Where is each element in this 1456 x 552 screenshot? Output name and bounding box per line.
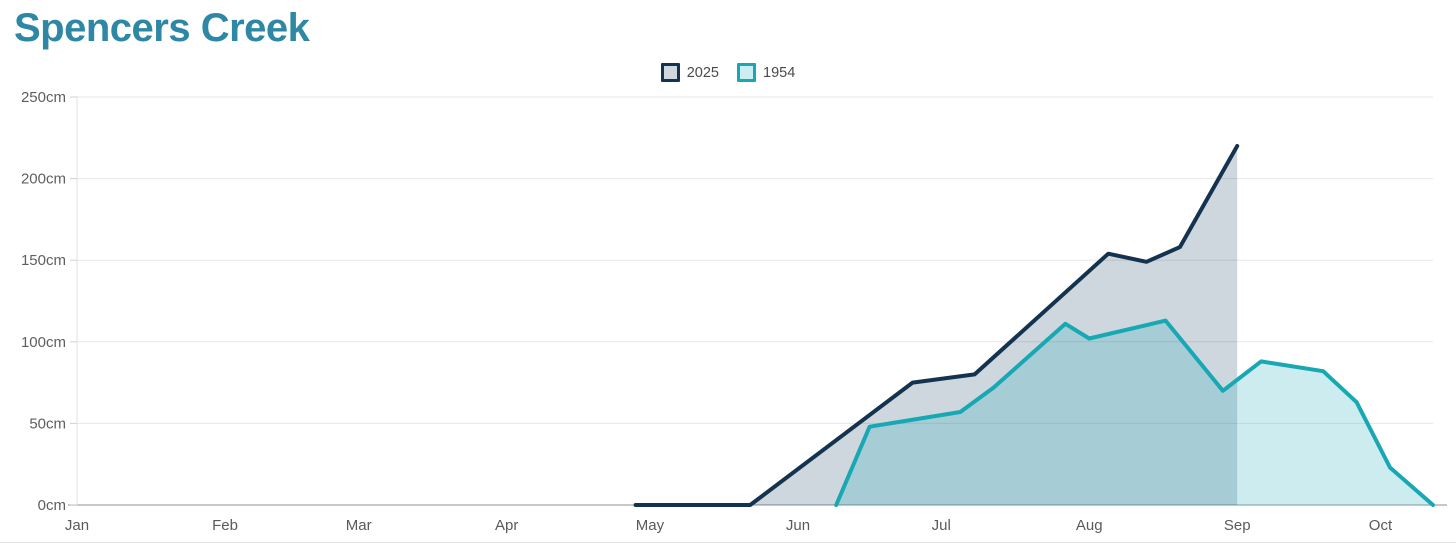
legend-item-1954[interactable]: 1954 xyxy=(737,63,795,82)
x-axis-label: Jan xyxy=(65,517,89,534)
y-axis-label: 50cm xyxy=(29,415,66,432)
y-axis-label: 100cm xyxy=(21,334,66,351)
x-axis-label: Oct xyxy=(1369,517,1393,534)
legend-label-1954: 1954 xyxy=(763,64,796,81)
y-axis-label: 200cm xyxy=(21,171,66,188)
x-axis-label: May xyxy=(636,517,665,534)
line-2025 xyxy=(633,144,1240,507)
legend-item-2025[interactable]: 2025 xyxy=(660,63,719,82)
bottom-divider xyxy=(0,542,1456,543)
x-axis-label: Sep xyxy=(1224,517,1251,534)
x-axis-label: Aug xyxy=(1076,517,1103,534)
y-axis-label: 150cm xyxy=(21,252,66,269)
legend-label-2025: 2025 xyxy=(686,64,719,81)
x-axis-label: Jul xyxy=(932,517,951,534)
y-axis-label: 0cm xyxy=(38,497,66,514)
x-axis-label: Feb xyxy=(212,517,238,534)
x-axis-label: Mar xyxy=(346,517,372,534)
area-2025 xyxy=(635,146,1238,505)
legend-swatch-2025 xyxy=(660,63,680,82)
x-axis-label: Apr xyxy=(495,517,518,534)
x-axis-label: Jun xyxy=(786,517,810,534)
y-axis-label: 250cm xyxy=(21,89,66,106)
legend-swatch-1954 xyxy=(737,63,756,82)
chart-legend: 2025 1954 xyxy=(0,63,1456,82)
page-title: Spencers Creek xyxy=(14,6,310,50)
line-1954 xyxy=(834,318,1435,507)
